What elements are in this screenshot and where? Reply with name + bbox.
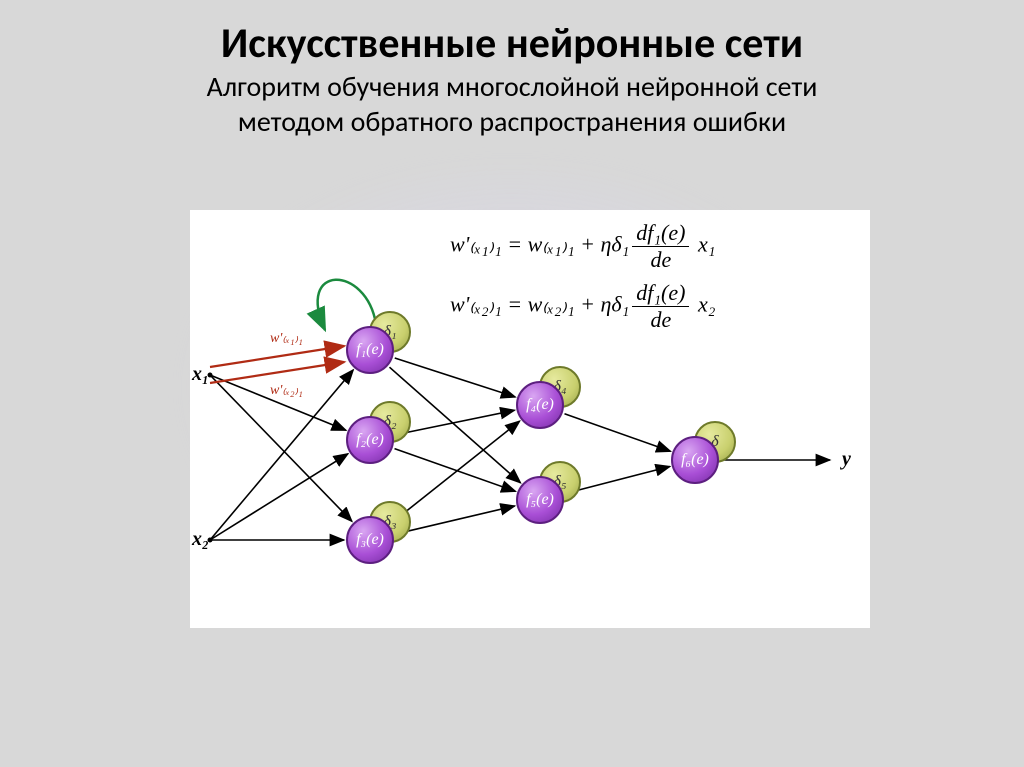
weight-update-formula: w'₍ₓ₂₎₁ = w₍ₓ₂₎₁ + ηδ₁df₁(e)de x₂: [450, 282, 715, 331]
neuron-node: f₄(e): [516, 381, 564, 429]
weight-label: w'₍ₓ₁₎₁: [270, 330, 303, 347]
subtitle-line-2: методом обратного распространения ошибки: [0, 104, 1024, 139]
input-label: x₂: [192, 528, 209, 551]
subtitle-line-1: Алгоритм обучения многослойной нейронной…: [0, 69, 1024, 104]
title-block: Искусственные нейронные сети Алгоритм об…: [0, 0, 1024, 139]
neuron-node: f₂(e): [346, 416, 394, 464]
output-label: y: [842, 448, 851, 471]
weight-update-formula: w'₍ₓ₁₎₁ = w₍ₓ₁₎₁ + ηδ₁df₁(e)de x₁: [450, 222, 715, 271]
neuron-node: f₃(e): [346, 516, 394, 564]
neuron-node: f₅(e): [516, 476, 564, 524]
diagram-panel: w'₍ₓ₁₎₁w'₍ₓ₂₎₁δ₁δ₂δ₃δ₄δ₅δf₁(e)f₂(e)f₃(e)…: [190, 210, 870, 628]
input-label: x₁: [192, 363, 209, 386]
neuron-node: f₆(e): [671, 436, 719, 484]
main-title: Искусственные нейронные сети: [0, 18, 1024, 69]
weight-label: w'₍ₓ₂₎₁: [270, 382, 303, 399]
neuron-node: f₁(e): [346, 326, 394, 374]
